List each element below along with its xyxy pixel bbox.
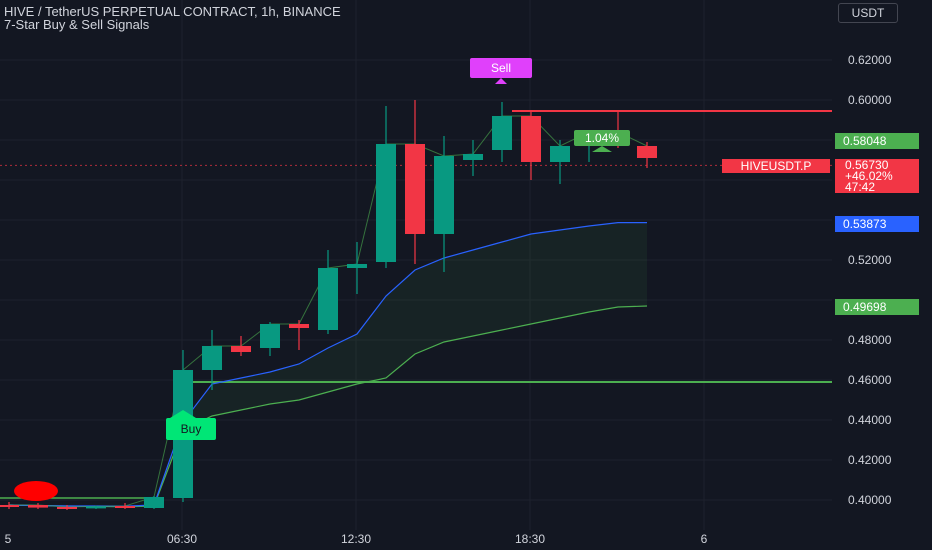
pct-arrow (592, 146, 612, 152)
candle (144, 496, 164, 509)
candle-body (405, 144, 425, 234)
candle-body (57, 507, 77, 509)
candle (492, 102, 512, 162)
candle (57, 505, 77, 510)
price-label: 0.52000 (848, 253, 892, 267)
price-change: +46.02% (845, 169, 893, 183)
candle-body (463, 154, 483, 160)
currency-button[interactable]: USDT (838, 3, 898, 23)
candle-body (28, 505, 48, 508)
time-label: 12:30 (340, 532, 372, 546)
candle (318, 250, 338, 334)
bar-countdown: 47:42 (845, 180, 876, 194)
candle (28, 503, 48, 509)
red-dot-marker (14, 481, 58, 501)
candle (405, 100, 425, 264)
candle (231, 336, 251, 356)
sell-arrow (495, 78, 507, 84)
candle-body (376, 144, 396, 262)
time-label: 06:30 (166, 532, 198, 546)
candle-body (492, 116, 512, 150)
candle-body (115, 506, 135, 508)
candle (347, 242, 367, 294)
price-label: 0.44000 (848, 413, 892, 427)
candle-body (202, 346, 222, 370)
candle (260, 322, 280, 356)
buy-signal-label: Buy (166, 418, 216, 440)
candle (289, 320, 309, 350)
candle-body (260, 324, 280, 348)
candle-body (289, 324, 309, 328)
buy-arrow (170, 410, 196, 418)
candle (463, 140, 483, 176)
percent-change-label: 1.04% (574, 130, 630, 146)
candle-body (144, 497, 164, 508)
time-label: 18:30 (514, 532, 546, 546)
candle (550, 140, 570, 184)
sell-signal-label: Sell (470, 58, 532, 78)
symbol-tag: HIVEUSDT.P (722, 159, 830, 173)
price-label: 0.48000 (848, 333, 892, 347)
ma-band (9, 222, 647, 507)
candle-body (521, 116, 541, 162)
candle (637, 142, 657, 168)
ma-green-lower-tag: 0.49698 (835, 299, 919, 315)
indicator-name[interactable]: 7-Star Buy & Sell Signals (4, 17, 150, 32)
chart-title: HIVE / TetherUS PERPETUAL CONTRACT, 1h, … (4, 4, 341, 19)
signal-markers (14, 78, 612, 501)
candle-body (86, 506, 106, 509)
price-label: 0.62000 (848, 53, 892, 67)
candle (86, 505, 106, 509)
candle (521, 112, 541, 180)
candle-body (231, 346, 251, 352)
time-label: 5 (4, 532, 12, 546)
ma-blue-tag: 0.53873 (835, 216, 919, 232)
candle (376, 106, 396, 268)
price-label: 0.40000 (848, 493, 892, 507)
time-label: 6 (700, 532, 708, 546)
price-label: 0.46000 (848, 373, 892, 387)
candle (0, 502, 19, 509)
candle (434, 136, 454, 272)
ma-green-upper-tag: 0.58048 (835, 133, 919, 149)
candle-body (434, 156, 454, 234)
candle (115, 503, 135, 509)
current-price-tag: 0.56730 +46.02% 47:42 (835, 159, 919, 193)
chart-grid (0, 0, 832, 530)
candle (202, 330, 222, 390)
candle-body (347, 264, 367, 268)
candle-body (0, 505, 19, 507)
current-price: 0.56730 (845, 158, 889, 172)
price-label: 0.42000 (848, 453, 892, 467)
ma-green-line (8, 305, 648, 508)
ma-band-fill (9, 222, 647, 507)
price-label: 0.60000 (848, 93, 892, 107)
candle-body (550, 146, 570, 162)
candle-body (318, 268, 338, 330)
candle-body (637, 146, 657, 158)
